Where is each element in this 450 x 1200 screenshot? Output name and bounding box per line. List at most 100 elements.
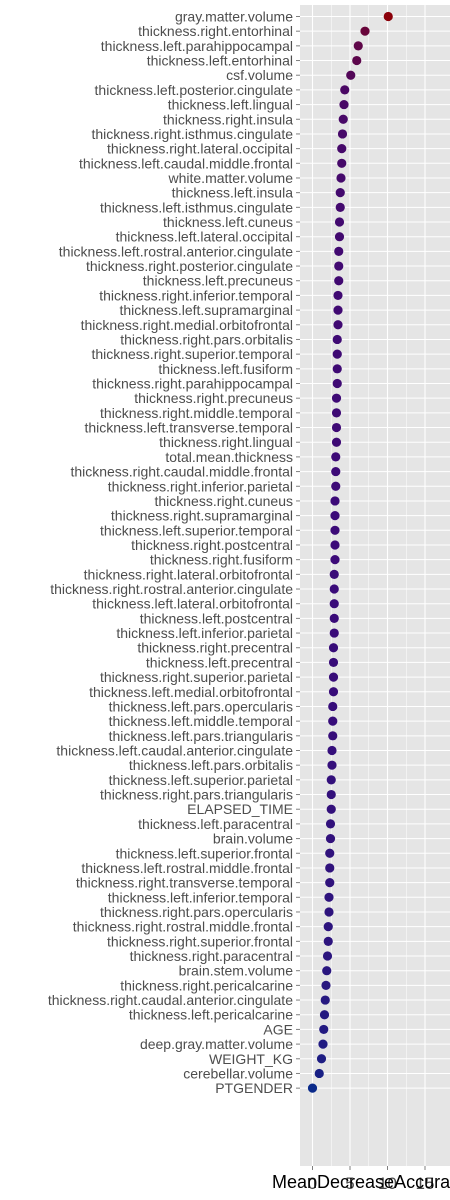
data-point (326, 775, 336, 785)
y-tick-label: thickness.right.entorhinal (138, 23, 293, 39)
data-point (328, 687, 339, 697)
data-point (319, 1024, 329, 1035)
x-tick-label: 0 (308, 1174, 317, 1193)
y-tick-label: thickness.right.fusiform (150, 552, 293, 568)
data-point (316, 1054, 327, 1064)
y-tick-label: thickness.right.middle.temporal (100, 405, 293, 421)
y-tick-label: brain.stem.volume (179, 963, 294, 979)
data-point (323, 922, 333, 932)
data-point (334, 276, 344, 286)
y-tick-label: thickness.right.isthmus.cingulate (91, 126, 293, 142)
data-point (338, 114, 348, 124)
data-point (307, 1083, 318, 1093)
data-point (353, 41, 363, 51)
y-tick-label: thickness.left.pericalcarine (129, 1007, 293, 1023)
data-point (383, 11, 393, 22)
data-point (321, 980, 331, 990)
data-point (360, 26, 370, 36)
y-tick-label: thickness.left.paracentral (138, 816, 293, 832)
y-tick-label: thickness.left.pars.orbitalis (129, 757, 293, 773)
y-tick-label: thickness.right.postcentral (131, 537, 293, 553)
y-tick-label: total.mean.thickness (165, 449, 293, 465)
y-tick-label: thickness.left.rostral.anterior.cingulat… (59, 243, 293, 259)
data-point (323, 936, 333, 946)
y-tick-label: thickness.right.caudal.middle.frontal (70, 464, 293, 480)
data-point (337, 144, 347, 154)
y-tick-label: thickness.left.superior.temporal (100, 522, 293, 538)
y-tick-label: WEIGHT_KG (209, 1051, 293, 1067)
data-point (319, 1010, 330, 1020)
y-tick-label: thickness.right.insula (163, 111, 293, 127)
y-tick-label: thickness.right.pars.opercularis (100, 904, 293, 920)
y-tick-label: thickness.right.supramarginal (111, 508, 293, 524)
y-tick-label: thickness.right.superior.temporal (91, 346, 293, 362)
y-tick-label: deep.gray.matter.volume (140, 1036, 293, 1052)
data-point (331, 452, 341, 462)
data-point (330, 511, 340, 521)
data-point (333, 290, 343, 301)
y-tick-label: thickness.left.pars.opercularis (109, 698, 293, 714)
y-tick-label: thickness.left.isthmus.cingulate (100, 199, 293, 215)
data-point (335, 202, 345, 212)
y-tick-label: ELAPSED_TIME (187, 801, 293, 817)
y-tick-label: thickness.right.lingual (159, 434, 293, 450)
data-point (329, 613, 339, 623)
data-point (324, 907, 334, 917)
data-point (329, 584, 339, 594)
data-point (330, 540, 340, 550)
y-tick-labels: gray.matter.volumethickness.right.entorh… (48, 9, 293, 1097)
y-tick-label: csf.volume (226, 67, 293, 83)
y-tick-label: thickness.left.inferior.parietal (116, 625, 293, 641)
data-point (327, 745, 337, 756)
y-tick-label: thickness.right.posterior.cingulate (86, 258, 293, 274)
y-tick-label: thickness.left.superior.frontal (116, 845, 293, 861)
data-point (325, 833, 336, 844)
y-tick-label: thickness.right.transverse.temporal (76, 875, 293, 891)
y-tick-label: thickness.left.superior.parietal (109, 772, 293, 788)
y-tick-label: thickness.right.inferior.parietal (108, 478, 293, 494)
data-point (330, 496, 340, 506)
data-point (334, 246, 344, 256)
y-tick-label: white.matter.volume (168, 170, 294, 186)
data-point (331, 481, 341, 491)
data-point (329, 599, 339, 609)
y-tick-label: cerebellar.volume (183, 1065, 293, 1081)
x-tick-label: 5 (345, 1174, 354, 1193)
data-point (322, 966, 332, 976)
y-tick-label: thickness.right.medial.orbitofrontal (81, 317, 293, 333)
plot-panel (300, 5, 450, 1166)
data-point (336, 173, 346, 183)
y-tick-label: thickness.left.pars.triangularis (109, 728, 293, 744)
y-tick-label: thickness.left.medial.orbitofrontal (89, 684, 293, 700)
data-point (330, 555, 340, 565)
x-tick-label: 10 (378, 1174, 397, 1193)
data-point (346, 70, 356, 80)
data-point (324, 892, 334, 902)
data-point (339, 99, 349, 110)
y-tick-label: thickness.right.lateral.orbitofrontal (84, 566, 293, 582)
data-point (331, 393, 342, 403)
data-point (325, 863, 335, 873)
y-tick-label: thickness.left.precentral (146, 654, 293, 670)
grid-lines (296, 5, 450, 1166)
data-point (332, 364, 342, 374)
data-point (328, 716, 338, 726)
y-tick-label: thickness.right.cuneus (154, 493, 293, 509)
y-tick-label: thickness.right.lateral.occipital (107, 141, 293, 157)
y-tick-label: thickness.left.middle.temporal (109, 713, 293, 729)
data-point (327, 760, 337, 770)
y-tick-label: thickness.right.pars.triangularis (100, 787, 293, 803)
data-point (331, 466, 341, 477)
data-point (325, 878, 335, 888)
y-tick-label: thickness.left.precuneus (143, 273, 293, 289)
data-point (337, 158, 347, 168)
data-point (329, 628, 339, 638)
y-tick-label: thickness.right.caudal.anterior.cingulat… (48, 992, 293, 1008)
y-tick-label: thickness.right.pars.orbitalis (120, 331, 293, 347)
x-axis-title: MeanDecreaseAccuracy (272, 1172, 450, 1192)
x-tick-label: 15 (416, 1174, 435, 1193)
data-point (331, 437, 342, 447)
data-point (333, 305, 343, 315)
data-point (325, 848, 335, 858)
data-point (330, 525, 340, 535)
